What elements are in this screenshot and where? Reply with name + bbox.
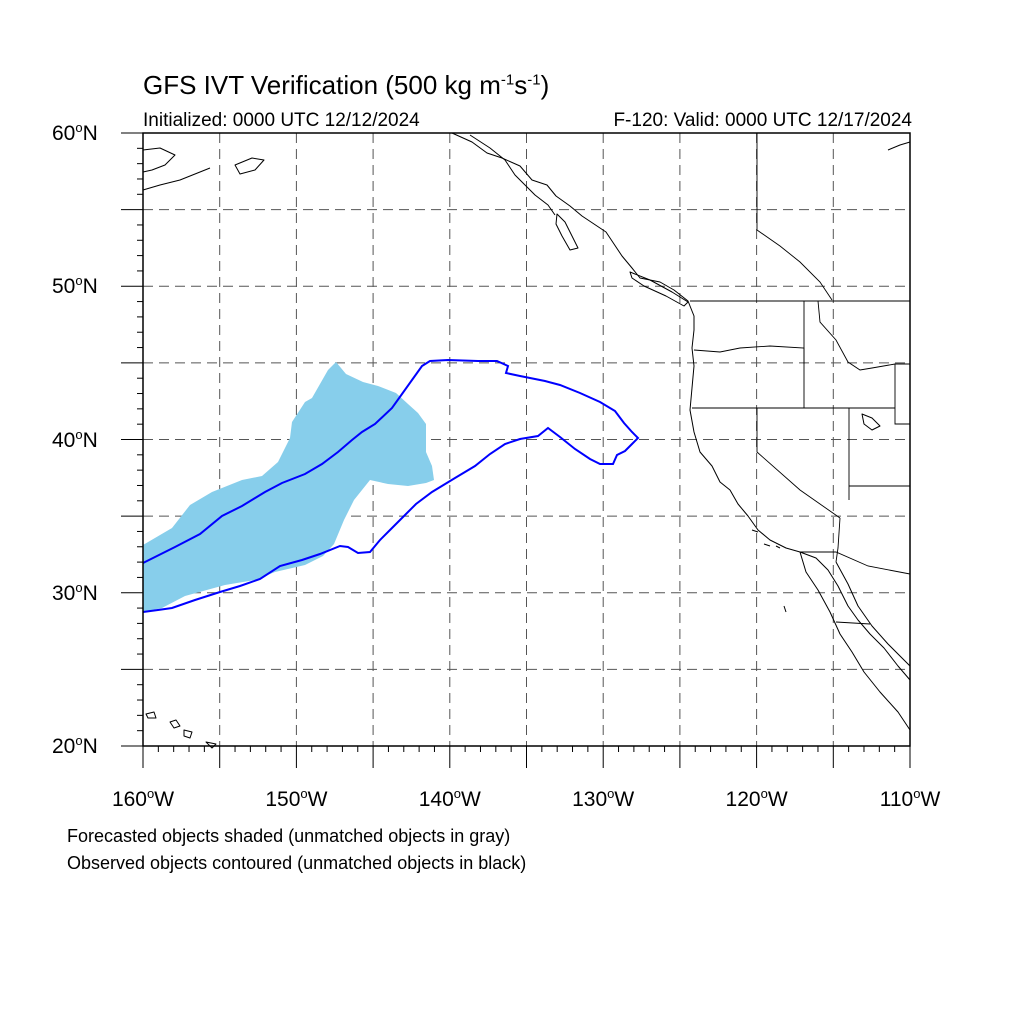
vancouver-island bbox=[629, 271, 689, 307]
lat-label-number: 60 bbox=[52, 122, 76, 145]
alaska-peninsula bbox=[142, 167, 211, 191]
lon-label-hemisphere: W bbox=[307, 788, 328, 811]
kodiak-island bbox=[234, 157, 265, 175]
lon-label: 120oW bbox=[726, 786, 788, 812]
wyoming-border bbox=[894, 364, 910, 425]
lon-label-hemisphere: W bbox=[614, 788, 635, 811]
hawaii-island-4 bbox=[205, 741, 217, 749]
degree-symbol: o bbox=[75, 579, 83, 595]
bc-alberta-border bbox=[756, 133, 833, 301]
lat-label-hemisphere: N bbox=[82, 735, 98, 758]
degree-symbol: o bbox=[75, 733, 83, 748]
lon-label-number: 160 bbox=[111, 788, 147, 811]
coastlines bbox=[142, 132, 911, 749]
lon-label-hemisphere: W bbox=[461, 788, 481, 811]
lon-label: 160oW bbox=[112, 786, 174, 812]
lon-label: 140oW bbox=[419, 786, 481, 812]
lon-label-hemisphere: W bbox=[920, 788, 941, 811]
lat-label: 50oN bbox=[52, 273, 98, 299]
kodiak-coast bbox=[142, 147, 176, 173]
lat-label-hemisphere: N bbox=[82, 581, 98, 605]
lon-label: 150oW bbox=[265, 786, 327, 812]
gulf-of-california bbox=[835, 561, 911, 667]
lon-label-hemisphere: W bbox=[154, 788, 175, 811]
lat-label: 60oN bbox=[52, 120, 98, 146]
degree-symbol: o bbox=[146, 786, 155, 801]
graticule-grid bbox=[143, 133, 910, 746]
lon-label-number: 130 bbox=[572, 788, 608, 811]
baja-peninsula bbox=[799, 551, 911, 731]
degree-symbol: o bbox=[300, 786, 308, 801]
lat-label-number: 50 bbox=[52, 275, 76, 299]
initialized-time: Initialized: 0000 UTC 12/12/2024 bbox=[143, 110, 420, 131]
idaho-montana-border bbox=[817, 300, 910, 371]
observed-object-contour bbox=[142, 358, 640, 613]
valid-time: F-120: Valid: 0000 UTC 12/17/2024 bbox=[613, 110, 912, 131]
degree-symbol: o bbox=[75, 120, 83, 135]
lon-label: 130oW bbox=[572, 786, 634, 812]
guadalupe-island bbox=[783, 605, 787, 613]
arizona-border bbox=[835, 517, 841, 563]
california-nevada-border bbox=[756, 408, 841, 519]
lat-label: 20oN bbox=[52, 733, 98, 759]
degree-symbol: o bbox=[607, 786, 615, 801]
washington-oregon-border bbox=[693, 345, 805, 364]
us-mexico-border bbox=[800, 551, 911, 575]
legend-note-forecast: Forecasted objects shaded (unmatched obj… bbox=[67, 826, 511, 846]
degree-symbol: o bbox=[75, 426, 83, 442]
gulf-alaska-coast bbox=[887, 141, 911, 151]
lon-label-number: 110 bbox=[879, 788, 914, 811]
haida-gwaii bbox=[555, 213, 579, 251]
lon-label-hemisphere: W bbox=[767, 788, 788, 811]
lat-label-hemisphere: N bbox=[82, 428, 98, 452]
lon-label-number: 120 bbox=[725, 788, 761, 811]
lon-label-number: 150 bbox=[265, 788, 301, 811]
lat-label-number: 30 bbox=[52, 581, 76, 605]
north-america-coastline bbox=[451, 132, 911, 681]
lat-label: 40oN bbox=[52, 427, 98, 453]
degree-symbol: o bbox=[760, 786, 768, 801]
hawaii-island-2 bbox=[169, 719, 181, 729]
legend-note-observed: Observed objects contoured (unmatched ob… bbox=[67, 853, 527, 873]
political-boundaries bbox=[690, 133, 911, 625]
axis-ticks bbox=[121, 132, 911, 768]
degree-symbol: o bbox=[75, 273, 83, 289]
alaska-islands bbox=[469, 134, 556, 216]
hawaii-island-1 bbox=[145, 711, 157, 719]
degree-symbol: o bbox=[453, 786, 462, 801]
lat-label-hemisphere: N bbox=[82, 122, 98, 145]
plot-title: GFS IVT Verification (500 kg m-1s-1) bbox=[143, 70, 550, 100]
lon-label-number: 140 bbox=[418, 788, 454, 811]
hawaii-island-3 bbox=[183, 729, 193, 739]
degree-symbol: o bbox=[913, 786, 921, 801]
map-frame bbox=[142, 132, 911, 747]
forecast-object bbox=[143, 362, 434, 612]
lat-label-number: 40 bbox=[52, 428, 76, 452]
lat-label-number: 20 bbox=[52, 735, 76, 758]
great-salt-lake bbox=[861, 413, 881, 431]
channel-islands bbox=[751, 529, 781, 549]
lon-label: 110oW bbox=[880, 786, 941, 812]
baja-state-line bbox=[835, 621, 871, 625]
lat-label-hemisphere: N bbox=[82, 275, 98, 299]
lat-label: 30oN bbox=[52, 580, 98, 606]
